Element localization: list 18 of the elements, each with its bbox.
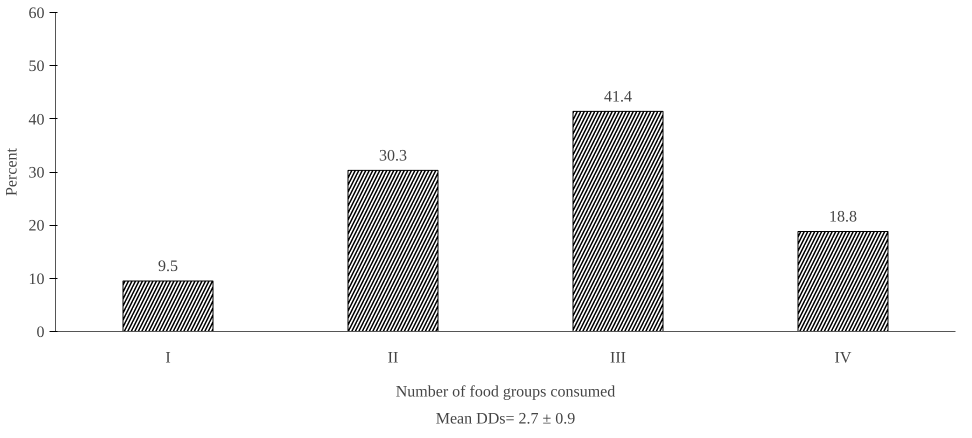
y-tick-label: 50	[28, 58, 44, 76]
y-tick-label: 60	[28, 5, 44, 22]
x-tick-label: IV	[834, 350, 852, 366]
data-label: 9.5	[158, 258, 178, 275]
y-tick-label: 40	[28, 111, 44, 128]
text: Mean DDs= 2.7 ± 0.9	[436, 410, 576, 428]
y-tick-label: 20	[28, 218, 44, 235]
x-tick-label: III	[610, 350, 626, 366]
y-tick-label: 0	[36, 324, 44, 341]
y-tick-label: 30	[28, 164, 44, 182]
y-axis-title: Percent	[4, 147, 20, 196]
y-tick-label: 10	[28, 270, 44, 288]
x-axis-title: Number of food groups consumed	[396, 384, 616, 400]
data-label: 41.4	[604, 88, 632, 106]
data-label: 30.3	[379, 147, 407, 164]
data-label: 18.8	[829, 208, 857, 226]
x-tick-label: I	[165, 350, 171, 366]
x-tick-label: II	[388, 350, 398, 366]
